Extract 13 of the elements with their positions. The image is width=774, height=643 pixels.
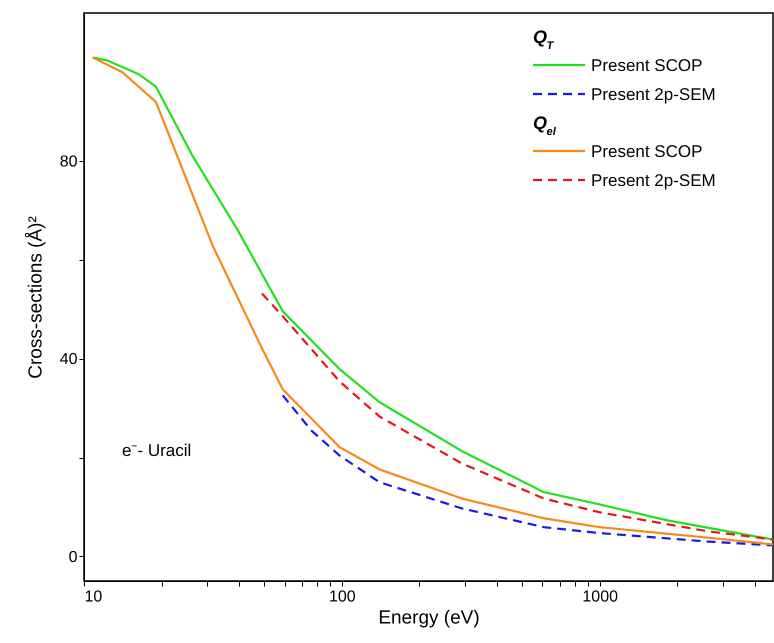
x-tick-label: 10 [84,588,102,606]
y-tick-label: 40 [60,351,78,368]
legend-label: Present SCOP [591,142,702,161]
x-axis-title: Energy (eV) [378,608,480,628]
annotation: e⁻- Uracil [122,441,192,460]
legend-label: Present SCOP [591,56,702,75]
y-axis-title: Cross-sections (Å)² [24,216,47,379]
x-tick-label: 100 [329,588,356,606]
legend-label: Present 2p-SEM [591,171,716,190]
legend-label: Present 2p-SEM [591,85,716,104]
y-tick-label: 0 [68,548,78,566]
x-tick-label: 1000 [582,588,618,606]
y-tick-label: 80 [60,154,78,171]
